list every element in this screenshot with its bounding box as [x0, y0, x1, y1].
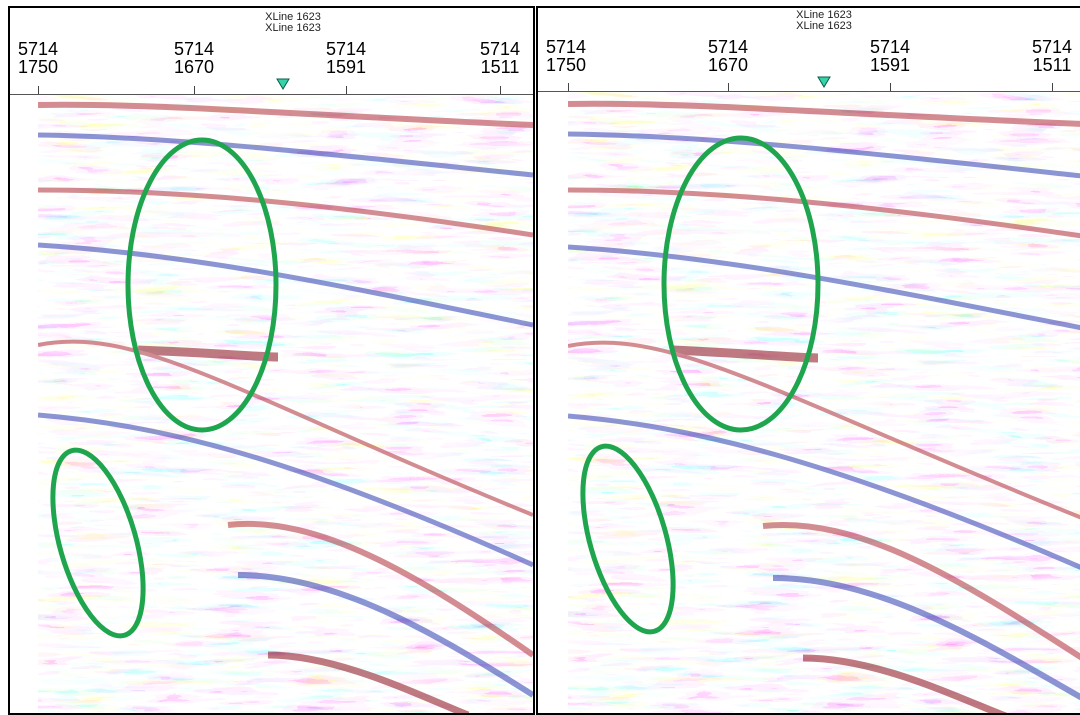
tick-label-top: 5714 [707, 37, 749, 57]
xline-label: XLine 1623 [265, 22, 321, 34]
axis-line [538, 91, 1080, 92]
tick-label-top: 5714 [1031, 37, 1073, 57]
tick-label-bottom: 1670 [173, 57, 215, 77]
tick-label-bottom: 1670 [707, 55, 749, 75]
seismic-panel-right: XLine 1623 XLine 1623 5714 1750 5714 167… [536, 6, 1080, 715]
axis-header: XLine 1623 XLine 1623 5714 1750 5714 167… [10, 8, 533, 95]
tick-label-top: 5714 [869, 37, 911, 57]
tick-label-top: 5714 [325, 39, 367, 59]
tick-label-bottom: 1511 [1032, 55, 1072, 75]
position-marker-icon [817, 76, 831, 88]
annotation-layer [50, 137, 279, 639]
tick-label-top: 5714 [545, 37, 587, 57]
xline-label: XLine 1623 [796, 20, 852, 32]
highlight-ellipse-upper [661, 135, 821, 433]
reflector-bands [38, 101, 533, 713]
seismic-texture [568, 92, 1080, 713]
tick-mark [890, 83, 891, 92]
tick-mark [1052, 83, 1053, 92]
seismic-section-image [38, 95, 533, 713]
seismic-texture [38, 95, 533, 713]
tick-mark [568, 83, 569, 92]
annotation-layer [580, 135, 821, 635]
tick-label-bottom: 1750 [545, 55, 587, 75]
xline-label: XLine 1623 [265, 11, 321, 23]
tick-label-top: 5714 [17, 39, 59, 59]
tick-label-bottom: 1591 [325, 57, 367, 77]
highlight-ellipse-lower [50, 447, 146, 639]
tick-label-bottom: 1750 [17, 57, 59, 77]
tick-label-top: 5714 [173, 39, 215, 59]
axis-line [10, 94, 533, 95]
tick-label-top: 5714 [479, 39, 521, 59]
tick-mark [38, 86, 39, 95]
axis-header: XLine 1623 XLine 1623 5714 1750 5714 167… [538, 8, 1080, 94]
tick-mark [346, 86, 347, 95]
highlight-ellipse-upper [125, 137, 279, 433]
xline-label: XLine 1623 [796, 9, 852, 21]
tick-mark [500, 86, 501, 95]
position-marker-icon [276, 78, 290, 90]
tick-mark [194, 86, 195, 95]
tick-mark [728, 83, 729, 92]
tick-label-bottom: 1511 [480, 57, 520, 77]
seismic-panel-left: XLine 1623 XLine 1623 5714 1750 5714 167… [8, 6, 535, 715]
highlight-ellipse-lower [580, 443, 676, 635]
seismic-section-image [568, 92, 1080, 713]
tick-label-bottom: 1591 [869, 55, 911, 75]
